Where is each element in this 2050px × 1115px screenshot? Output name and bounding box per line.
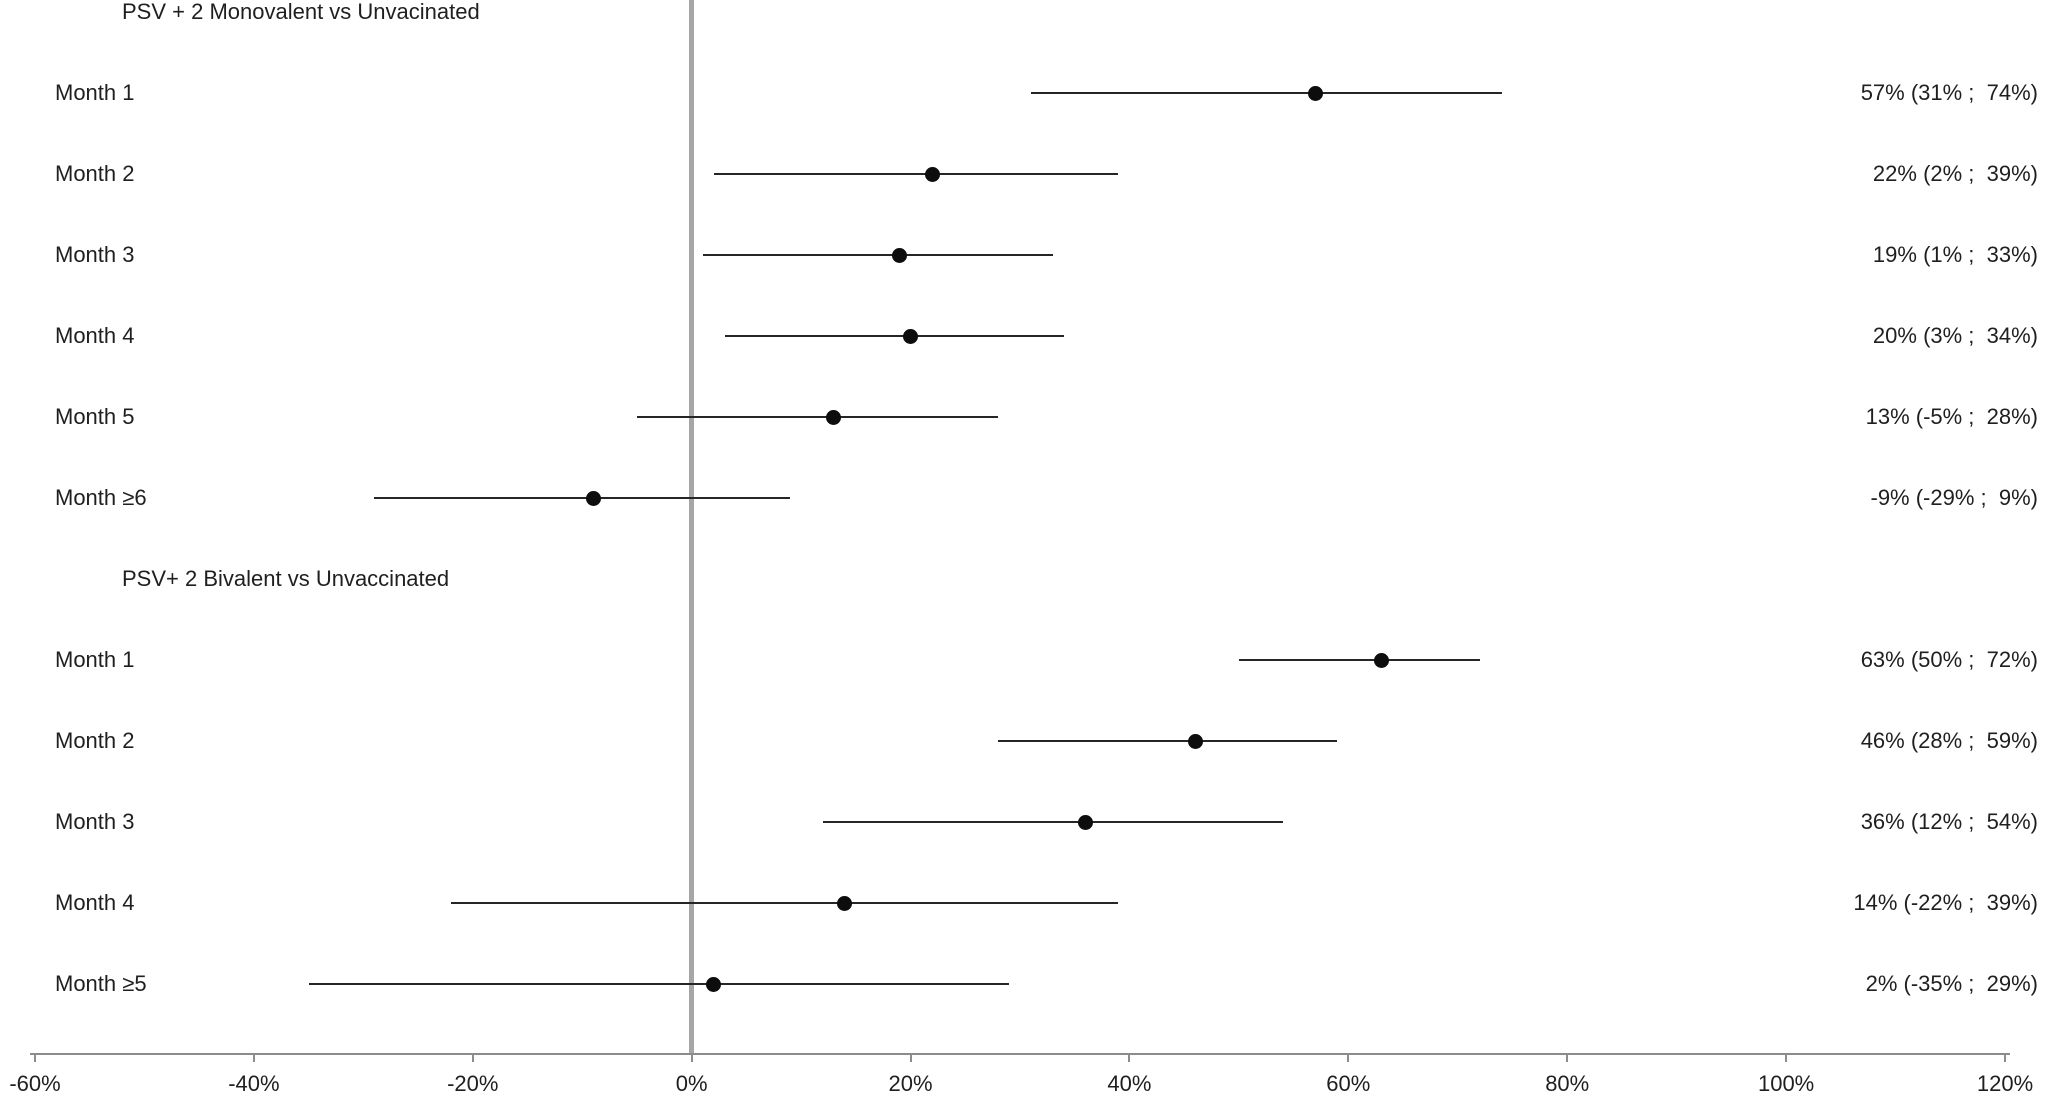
row-value-label: 20% (3% ; 34%)	[1872, 323, 2038, 348]
row-category-label: Month 4	[55, 323, 135, 348]
axis-tick-label: -40%	[228, 1071, 280, 1096]
row-value-label: 2% (-35% ; 29%)	[1865, 971, 2038, 996]
row-category-label: Month ≥6	[55, 485, 147, 510]
row-category-label: Month 1	[55, 647, 135, 672]
axis-tick-label: 100%	[1757, 1071, 1815, 1096]
axis-tick-mark	[471, 1053, 474, 1062]
row-value-label: 46% (28% ; 59%)	[1860, 728, 2038, 753]
point-estimate-dot	[892, 247, 908, 263]
axis-tick-mark	[1128, 1053, 1131, 1062]
point-estimate-dot	[826, 409, 842, 425]
point-estimate-dot	[1308, 85, 1323, 101]
axis-tick-mark	[2004, 1053, 2006, 1062]
confidence-interval-line	[1030, 92, 1502, 94]
axis-tick-mark	[34, 1053, 36, 1062]
row-value-label: 36% (12% ; 54%)	[1860, 809, 2038, 834]
row-category-label: Month 2	[55, 161, 135, 186]
axis-tick-label: 20%	[888, 1071, 933, 1096]
point-estimate-dot	[1078, 814, 1094, 830]
confidence-interval-line	[1238, 659, 1480, 661]
row-value-label: 57% (31% ; 74%)	[1860, 80, 2038, 105]
row-category-label: Month 2	[55, 728, 135, 753]
row-value-label: 19% (1% ; 33%)	[1872, 242, 2038, 267]
axis-tick-label: 0%	[675, 1071, 708, 1096]
confidence-interval-line	[823, 821, 1283, 823]
axis-tick-label: 40%	[1107, 1071, 1152, 1096]
row-category-label: Month 5	[55, 404, 135, 429]
point-estimate-dot	[585, 490, 601, 506]
point-estimate-dot	[1187, 733, 1203, 749]
point-estimate-dot	[903, 328, 919, 344]
confidence-interval-line	[450, 902, 1119, 904]
axis-tick-label: -20%	[447, 1071, 499, 1096]
confidence-interval-line	[308, 983, 1010, 985]
row-value-label: 14% (-22% ; 39%)	[1853, 890, 2038, 915]
axis-tick-mark	[690, 1053, 693, 1062]
confidence-interval-line	[636, 416, 999, 418]
group-title: PSV+ 2 Bivalent vs Unvaccinated	[122, 566, 450, 591]
confidence-interval-line	[713, 173, 1119, 175]
axis-tick-label: 60%	[1326, 1071, 1371, 1096]
confidence-interval-line	[998, 740, 1338, 742]
confidence-interval-line	[724, 335, 1064, 337]
point-estimate-dot	[706, 976, 722, 992]
axis-tick-mark	[909, 1053, 912, 1062]
confidence-interval-line	[702, 254, 1053, 256]
row-category-label: Month 3	[55, 242, 135, 267]
axis-tick-mark	[1566, 1053, 1569, 1062]
axis-tick-label: 80%	[1545, 1071, 1590, 1096]
x-axis-line	[30, 1053, 2010, 1055]
axis-tick-mark	[252, 1053, 255, 1062]
row-value-label: 22% (2% ; 39%)	[1872, 161, 2038, 186]
axis-tick-mark	[1347, 1053, 1350, 1062]
group-title: PSV + 2 Monovalent vs Unvacinated	[122, 0, 480, 24]
row-value-label: 63% (50% ; 72%)	[1860, 647, 2038, 672]
row-category-label: Month ≥5	[55, 971, 147, 996]
axis-tick-label: 120%	[1976, 1071, 2034, 1096]
zero-reference-line	[689, 0, 695, 1053]
point-estimate-dot	[837, 895, 853, 911]
point-estimate-dot	[924, 166, 940, 182]
row-category-label: Month 3	[55, 809, 135, 834]
row-value-label: -9% (-29% ; 9%)	[1870, 485, 2039, 510]
axis-tick-label: -60%	[9, 1071, 61, 1096]
point-estimate-dot	[1373, 652, 1389, 668]
confidence-interval-line	[374, 497, 791, 499]
row-value-label: 13% (-5% ; 28%)	[1865, 404, 2038, 429]
axis-tick-mark	[1785, 1053, 1788, 1062]
row-category-label: Month 4	[55, 890, 135, 915]
row-category-label: Month 1	[55, 80, 135, 105]
